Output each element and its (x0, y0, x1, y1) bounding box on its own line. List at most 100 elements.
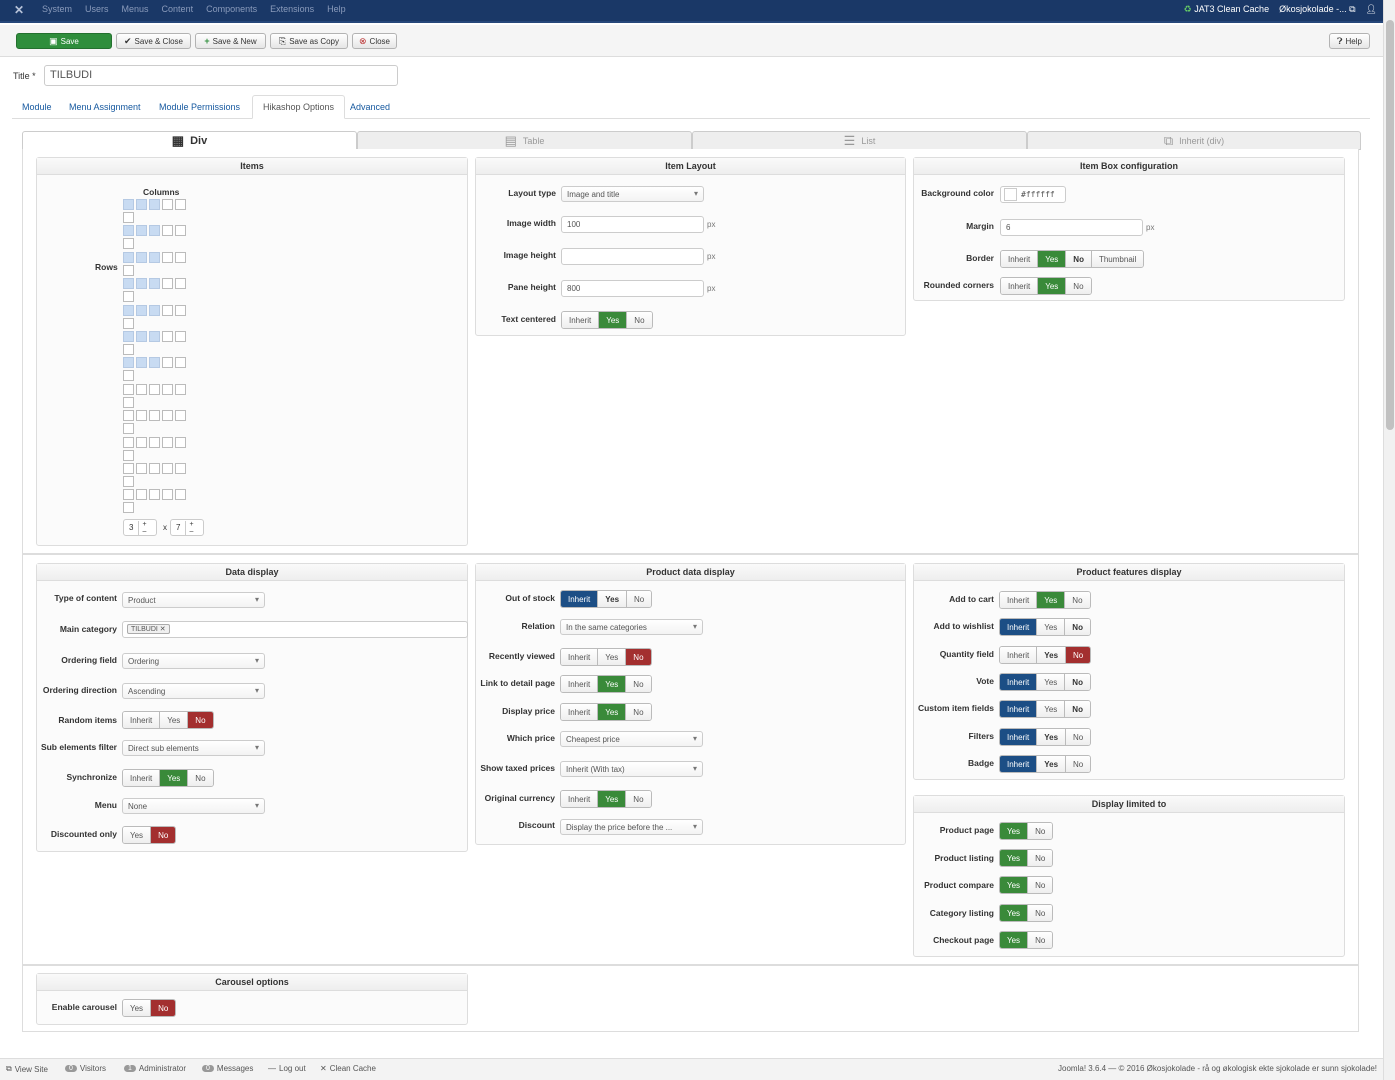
relation-select[interactable]: In the same categories (560, 619, 703, 635)
visitors-indicator[interactable]: 0 Visitors (65, 1064, 106, 1073)
menu-system[interactable]: System (42, 4, 73, 14)
grid-cell[interactable] (136, 436, 147, 448)
menu-content[interactable]: Content (161, 4, 194, 14)
product-page-toggle[interactable]: Yes No (999, 822, 1054, 840)
save-copy-button[interactable]: ⎘ Save as Copy (270, 33, 348, 49)
discounted-only-toggle[interactable]: Yes No (122, 826, 177, 844)
administrator-indicator[interactable]: 1 Administrator (124, 1064, 186, 1073)
link-to-detail-toggle[interactable]: Inherit Yes No (560, 675, 652, 693)
stepper-arrows-icon[interactable]: + – (185, 520, 196, 535)
grid-cell[interactable] (123, 225, 134, 237)
grid-cell[interactable] (123, 463, 134, 474)
grid-cell[interactable] (149, 199, 160, 210)
ordering-direction-select[interactable]: Ascending (122, 683, 265, 699)
product-listing-toggle[interactable]: Yes No (999, 849, 1054, 867)
layout-tab-inherit[interactable]: ⧉ Inherit (div) (1027, 131, 1361, 150)
grid-cell[interactable] (162, 410, 173, 422)
grid-cell[interactable] (136, 304, 147, 316)
grid-cell[interactable] (123, 304, 134, 316)
help-button[interactable]: ❓︎ Help (1329, 33, 1370, 49)
category-listing-toggle[interactable]: Yes No (999, 904, 1054, 922)
menu-users[interactable]: Users (85, 4, 109, 14)
grid-cell[interactable] (123, 212, 134, 223)
site-link[interactable]: Økosjokolade -... ⧉ (1279, 4, 1356, 14)
grid-cell[interactable] (175, 463, 186, 474)
grid-cell[interactable] (162, 357, 173, 369)
border-toggle[interactable]: Inherit Yes No Thumbnail (1000, 250, 1145, 268)
stepper-arrows-icon[interactable]: + – (138, 520, 149, 535)
save-close-button[interactable]: ✔ Save & Close (116, 33, 191, 49)
menu-extensions[interactable]: Extensions (270, 4, 315, 14)
grid-cell[interactable] (123, 396, 134, 408)
grid-cell[interactable] (136, 489, 147, 501)
vote-toggle[interactable]: Inherit Yes No (999, 673, 1091, 691)
custom-item-fields-toggle[interactable]: Inherit Yes No (999, 700, 1091, 718)
grid-cell[interactable] (123, 199, 134, 210)
grid-cell[interactable] (123, 344, 134, 355)
grid-cell[interactable] (149, 357, 160, 369)
rows-stepper[interactable]: 7 + – (170, 519, 204, 536)
sub-elements-filter-select[interactable]: Direct sub elements (122, 740, 265, 756)
image-height-input[interactable] (561, 248, 704, 265)
discount-select[interactable]: Display the price before the ... (560, 819, 703, 835)
grid-cell[interactable] (136, 410, 147, 422)
filters-toggle[interactable]: Inherit Yes No (999, 728, 1092, 746)
messages-indicator[interactable]: 0 Messages (202, 1064, 253, 1073)
grid-cell[interactable] (136, 278, 147, 290)
grid-cell[interactable] (175, 278, 186, 290)
remove-tag-icon[interactable]: ✕ (159, 626, 166, 633)
grid-cell[interactable] (149, 331, 160, 342)
jat3-clean-cache-link[interactable]: ♻ JAT3 Clean Cache (1183, 4, 1270, 14)
grid-cell[interactable] (162, 225, 173, 237)
grid-cell[interactable] (175, 251, 186, 263)
grid-cell[interactable] (136, 199, 147, 210)
pane-height-input[interactable]: 800 (561, 280, 704, 297)
grid-cell[interactable] (162, 304, 173, 316)
margin-input[interactable]: 6 (1000, 219, 1143, 236)
display-price-toggle[interactable]: Inherit Yes No (560, 703, 652, 721)
menu-help[interactable]: Help (327, 4, 346, 14)
original-currency-toggle[interactable]: Inherit Yes No (560, 790, 652, 808)
page-scrollbar[interactable] (1383, 0, 1395, 1080)
grid-cell[interactable] (136, 225, 147, 237)
menu-menus[interactable]: Menus (121, 4, 149, 14)
joomla-logo-icon[interactable]: ✕ (14, 3, 25, 17)
grid-cell[interactable] (149, 383, 160, 395)
grid-cell[interactable] (149, 410, 160, 422)
grid-cell[interactable] (123, 383, 134, 395)
random-items-toggle[interactable]: Inherit Yes No (122, 711, 214, 729)
grid-cell[interactable] (123, 489, 134, 501)
quantity-field-toggle[interactable]: Inherit Yes No (999, 646, 1092, 664)
grid-cell[interactable] (123, 278, 134, 290)
grid-cell[interactable] (123, 410, 134, 422)
add-to-wishlist-toggle[interactable]: Inherit Yes No (999, 618, 1091, 636)
layout-tab-table[interactable]: ▤ Table (357, 131, 692, 150)
grid-cell[interactable] (175, 383, 186, 395)
add-to-cart-toggle[interactable]: Inherit Yes No (999, 591, 1091, 609)
scrollbar-thumb[interactable] (1386, 20, 1394, 430)
color-swatch[interactable] (1004, 188, 1017, 201)
enable-carousel-toggle[interactable]: Yes No (122, 999, 177, 1017)
layout-type-select[interactable]: Image and title (561, 186, 704, 202)
grid-cell[interactable] (162, 463, 173, 474)
tab-hikashop-options[interactable]: Hikashop Options (252, 95, 346, 119)
grid-cell[interactable] (162, 278, 173, 290)
grid-cell[interactable] (162, 251, 173, 263)
grid-cell[interactable] (162, 331, 173, 342)
close-button[interactable]: ⊗ Close (352, 33, 397, 49)
user-icon[interactable]: 👤︎ (1365, 4, 1377, 14)
grid-cell[interactable] (149, 225, 160, 237)
grid-cell[interactable] (175, 199, 186, 210)
show-taxed-prices-select[interactable]: Inherit (With tax) (560, 761, 703, 777)
grid-cell[interactable] (123, 476, 134, 487)
grid-cell[interactable] (149, 278, 160, 290)
synchronize-toggle[interactable]: Inherit Yes No (122, 769, 214, 787)
tab-module[interactable]: Module (22, 102, 52, 112)
grid-cell[interactable] (123, 331, 134, 342)
view-site-link[interactable]: ⧉ View Site (6, 1064, 48, 1074)
grid-cell[interactable] (149, 251, 160, 263)
logout-link[interactable]: — Log out (268, 1064, 306, 1073)
grid-cell[interactable] (136, 383, 147, 395)
grid-cell[interactable] (175, 304, 186, 316)
save-new-button[interactable]: + Save & New (195, 33, 266, 49)
